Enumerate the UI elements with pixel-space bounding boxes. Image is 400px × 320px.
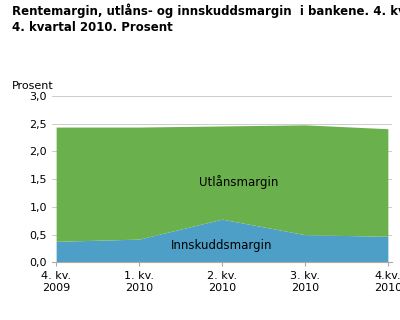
Text: Utlånsmargin: Utlånsmargin <box>199 175 278 189</box>
Text: Prosent: Prosent <box>12 81 54 91</box>
Text: 4. kvartal 2010. Prosent: 4. kvartal 2010. Prosent <box>12 21 173 34</box>
Text: Innskuddsmargin: Innskuddsmargin <box>171 239 273 252</box>
Text: Rentemargin, utlåns- og innskuddsmargin  i bankene. 4. kvartal 2009-: Rentemargin, utlåns- og innskuddsmargin … <box>12 3 400 18</box>
